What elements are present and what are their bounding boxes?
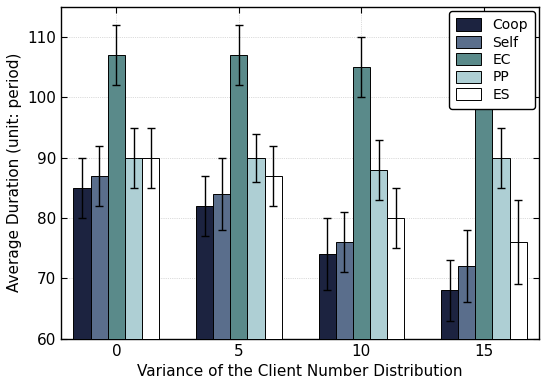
Bar <box>441 290 458 386</box>
Bar <box>509 242 527 386</box>
Bar <box>336 242 353 386</box>
Bar <box>387 218 404 386</box>
Bar <box>125 158 142 386</box>
Bar <box>492 158 509 386</box>
Y-axis label: Average Duration (unit: period): Average Duration (unit: period) <box>7 53 22 293</box>
Bar <box>247 158 265 386</box>
Bar <box>476 55 492 386</box>
Bar <box>370 170 387 386</box>
Bar <box>265 176 282 386</box>
Bar <box>91 176 108 386</box>
Bar <box>196 206 213 386</box>
Bar <box>108 55 125 386</box>
Bar <box>353 67 370 386</box>
Bar <box>142 158 159 386</box>
Legend: Coop, Self, EC, PP, ES: Coop, Self, EC, PP, ES <box>449 11 535 109</box>
Bar <box>74 188 91 386</box>
Bar <box>458 266 476 386</box>
Bar <box>230 55 247 386</box>
X-axis label: Variance of the Client Number Distribution: Variance of the Client Number Distributi… <box>138 364 463 379</box>
Bar <box>318 254 336 386</box>
Bar <box>213 194 230 386</box>
